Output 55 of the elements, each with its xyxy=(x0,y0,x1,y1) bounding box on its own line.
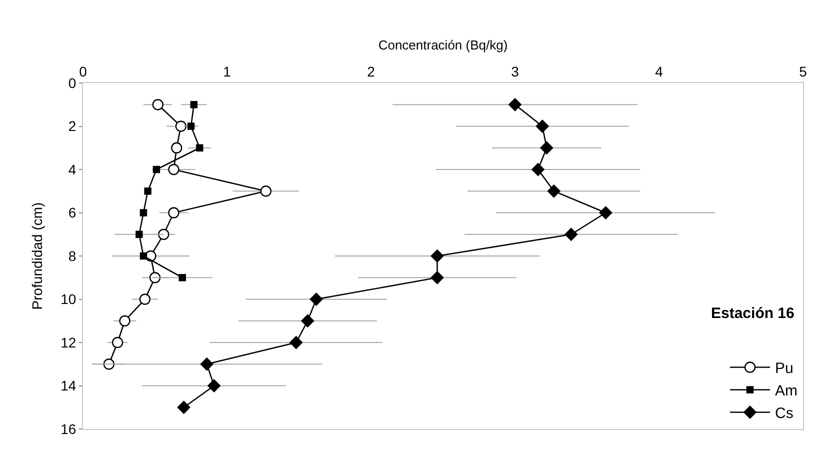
point xyxy=(599,206,612,220)
y-tick-label: 0 xyxy=(68,74,76,91)
point xyxy=(290,336,303,349)
annotation: Estación 16 xyxy=(711,305,794,322)
point xyxy=(139,294,151,305)
y-tick-label: 12 xyxy=(60,334,76,350)
point xyxy=(158,228,170,240)
point xyxy=(187,122,195,130)
point xyxy=(508,98,522,112)
point xyxy=(430,250,444,262)
point xyxy=(178,274,186,282)
x-tick-label: 1 xyxy=(223,63,232,80)
point xyxy=(168,164,180,176)
point xyxy=(119,315,130,326)
x-tick-label: 2 xyxy=(367,63,376,80)
point xyxy=(175,120,187,132)
y-tick-label: 6 xyxy=(68,204,76,221)
point xyxy=(200,358,214,371)
point xyxy=(196,144,204,152)
point xyxy=(532,163,544,176)
point xyxy=(152,99,164,110)
point xyxy=(540,141,554,154)
point xyxy=(536,120,549,133)
legend-label: Pu xyxy=(775,360,794,378)
x-axis-title: Concentración (Bq/kg) xyxy=(378,37,508,52)
point xyxy=(168,207,180,218)
point xyxy=(310,292,323,306)
y-tick-label: 2 xyxy=(68,118,76,134)
point xyxy=(190,101,198,108)
y-axis-title: Profundidad (cm) xyxy=(29,202,46,310)
y-tick-label: 14 xyxy=(60,378,76,394)
legend-label: Cs xyxy=(775,405,794,422)
y-tick-label: 4 xyxy=(68,161,76,178)
point xyxy=(144,188,152,195)
point xyxy=(564,228,578,241)
legend-label: Am xyxy=(775,382,798,400)
y-tick-label: 10 xyxy=(60,291,76,308)
point xyxy=(301,314,314,328)
point xyxy=(171,142,182,154)
point xyxy=(430,271,444,284)
point xyxy=(136,230,143,238)
point xyxy=(547,184,560,198)
point xyxy=(152,166,160,174)
x-tick-label: 3 xyxy=(511,63,520,80)
y-tick-label: 8 xyxy=(68,248,76,264)
point xyxy=(140,209,148,216)
point xyxy=(112,336,124,348)
y-tick-label: 16 xyxy=(60,420,76,437)
point xyxy=(177,400,190,414)
point xyxy=(140,252,148,260)
point xyxy=(260,186,272,197)
x-tick-label: 0 xyxy=(79,63,88,80)
point xyxy=(208,379,220,392)
x-tick-label: 5 xyxy=(799,63,808,80)
x-tick-label: 4 xyxy=(655,63,664,80)
